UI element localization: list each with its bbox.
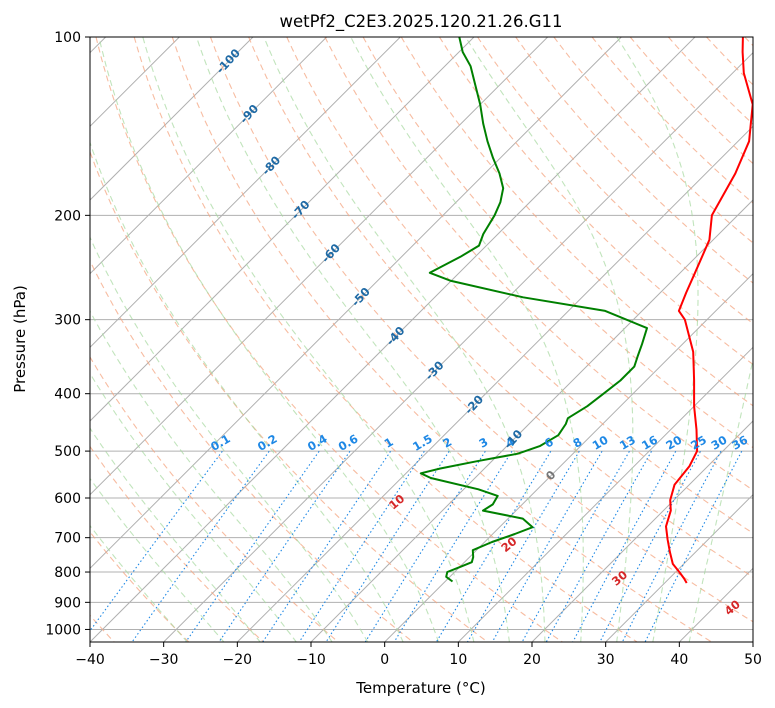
- isotherm-line: [605, 493, 753, 642]
- moist-adiabat-line: [90, 372, 297, 642]
- moist-adiabat-line: [90, 427, 261, 642]
- x-tick-label: −20: [223, 652, 253, 668]
- isotherm-line: [90, 37, 475, 422]
- mixing-ratio-line: [599, 451, 701, 642]
- isotherm-line: [90, 37, 549, 496]
- dry-adiabat-line: [90, 445, 264, 642]
- mixing-ratio-label: 20: [663, 433, 684, 453]
- mixing-ratio-label: 30: [709, 433, 730, 453]
- background-lines: [90, 37, 753, 642]
- x-tick-label: −30: [149, 652, 179, 668]
- mixing-ratio-line: [262, 451, 391, 642]
- moist-adiabat-line: [90, 477, 225, 642]
- moist-adiabat-line: [90, 310, 333, 642]
- moist-adiabat-line: [142, 37, 475, 642]
- plot-frame: [89, 36, 754, 643]
- x-tick-label: 10: [449, 652, 467, 668]
- y-axis-label: Pressure (hPa): [11, 285, 29, 393]
- isotherm-line: [90, 37, 622, 570]
- y-tick-label: 400: [54, 387, 81, 403]
- x-tick-label: −10: [296, 652, 326, 668]
- x-axis: −40 −30 −20 −10 0 10 20 30 40 50: [75, 642, 762, 668]
- y-axis: 100 200 300 400 500 600 700 800 900 1000: [45, 30, 90, 638]
- isotherm-line: [457, 346, 753, 642]
- chart-title: wetPf2_C2E3.2025.120.21.26.G11: [279, 12, 562, 32]
- isotherm-line: [531, 420, 753, 642]
- x-axis-label: Temperature (°C): [355, 679, 485, 697]
- dry-adiabat-line: [90, 355, 339, 642]
- mixing-ratio-line: [545, 451, 652, 642]
- x-tick-label: 20: [523, 652, 541, 668]
- dry-adiabat-line: [133, 37, 638, 642]
- dry-adiabat-line: [515, 37, 753, 284]
- moist-adiabat-line: [688, 357, 753, 642]
- y-tick-label: 300: [54, 313, 81, 329]
- dry-adiabat-line: [90, 150, 488, 642]
- y-tick-label: 900: [54, 595, 81, 611]
- dry-adiabat-line: [553, 37, 753, 244]
- moist-adiabat-line: [90, 524, 188, 642]
- data-series: [419, 37, 753, 584]
- x-tick-label: 50: [744, 652, 762, 668]
- isotherm-line: [236, 125, 753, 642]
- moist-adiabat-line: [263, 37, 546, 642]
- x-tick-label: 0: [380, 652, 389, 668]
- dry-adiabat-line: [400, 37, 753, 407]
- moist-adiabat-line: [90, 140, 404, 642]
- mixing-ratio-line: [467, 451, 580, 642]
- isotherm-line: [90, 37, 401, 349]
- mixing-ratio-label: 25: [688, 433, 709, 453]
- moist-adiabat-line: [90, 236, 369, 642]
- moist-adiabat-line: [350, 37, 584, 642]
- dry-adiabat-line: [248, 37, 753, 578]
- dry-adiabat-line: [438, 37, 753, 366]
- isotherm-line: [163, 51, 753, 642]
- mixing-ratio-line: [572, 451, 677, 642]
- mixing-ratio-line: [298, 450, 425, 642]
- y-tick-label: 700: [54, 531, 81, 547]
- y-tick-label: 500: [54, 444, 81, 460]
- x-tick-label: −40: [75, 652, 105, 668]
- dry-adiabat-line: [171, 37, 713, 642]
- mixing-ratio-label: 36: [729, 433, 750, 453]
- mixing-ratio-label: 16: [639, 433, 660, 453]
- mixing-ratio-label: 10: [590, 433, 611, 453]
- mixing-ratio-line: [90, 450, 223, 632]
- y-tick-label: 200: [54, 208, 81, 224]
- isotherm-line: [90, 37, 696, 642]
- mixing-ratio-line: [644, 451, 743, 642]
- moist-adiabat-line: [98, 37, 440, 642]
- dry-adiabat-line: [209, 37, 753, 623]
- y-tick-label: 800: [54, 565, 81, 581]
- y-tick-label: 1000: [45, 622, 81, 638]
- mixing-ratio-line: [435, 451, 552, 642]
- isotherm-line: [90, 37, 328, 275]
- y-tick-label: 600: [54, 491, 81, 507]
- mixing-ratio-label: 13: [617, 433, 638, 453]
- temperature-line: [665, 37, 753, 584]
- x-tick-label: 40: [670, 652, 688, 668]
- y-tick-label: 100: [54, 30, 81, 46]
- mixing-ratio-line: [185, 450, 320, 642]
- mixing-ratio-line: [491, 451, 603, 642]
- moist-adiabat-line: [616, 37, 699, 642]
- mixing-ratio-line: [521, 451, 630, 642]
- dewpoint-line: [419, 37, 648, 583]
- x-tick-label: 30: [597, 652, 615, 668]
- dry-adiabat-line: [90, 531, 190, 642]
- dry-adiabat-line: [286, 37, 753, 534]
- isotherm-line: [384, 272, 753, 642]
- isotherm-line: [90, 37, 254, 201]
